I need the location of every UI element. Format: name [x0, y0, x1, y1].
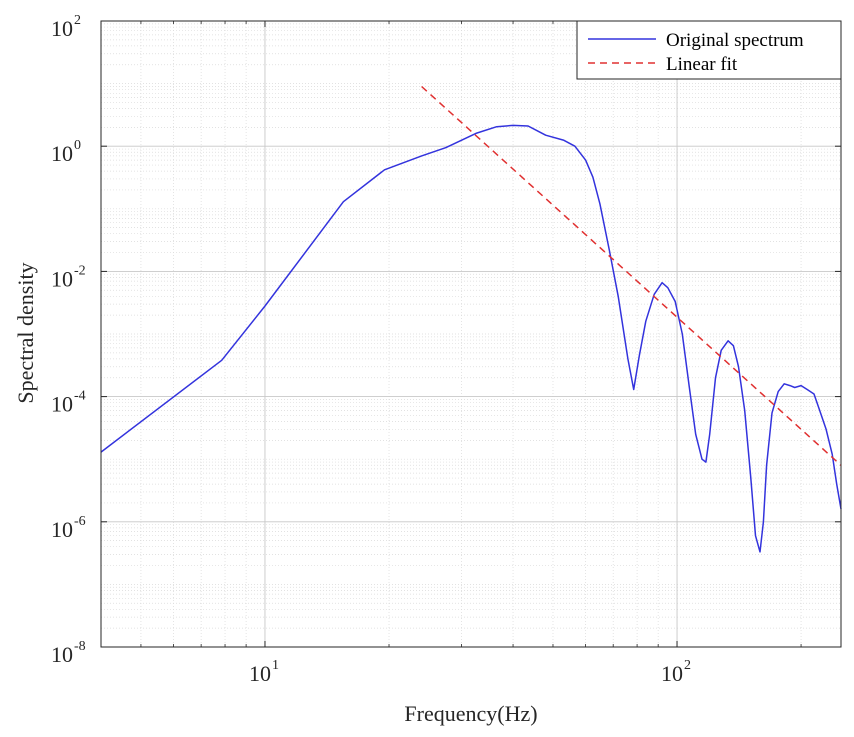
y-tick-exponent: -2: [74, 263, 86, 278]
series-original-spectrum-line: [100, 124, 842, 553]
plot-frame: [100, 20, 842, 648]
x-tick-base: 10: [249, 661, 271, 686]
series-layer: [100, 85, 842, 553]
y-tick-exponent: -4: [74, 389, 86, 404]
y-tick-label: 10 2: [51, 13, 81, 41]
x-axis-title: Frequency(Hz): [404, 701, 537, 726]
legend-label-linear-fit: Linear fit: [666, 54, 738, 75]
y-axis-title: Spectral density: [13, 262, 38, 403]
major-grid: [101, 21, 841, 647]
y-tick-base: 10: [51, 266, 73, 291]
y-tick-base: 10: [51, 392, 73, 417]
y-tick-exponent: -6: [74, 514, 86, 529]
y-tick-exponent: -8: [74, 639, 86, 654]
minor-grid: [101, 21, 841, 647]
legend-box: [576, 20, 842, 80]
y-tick-base: 10: [51, 16, 73, 41]
y-tick-base: 10: [51, 141, 73, 166]
legend: Original spectrum Linear fit: [576, 20, 842, 80]
x-tick-label: 10 1: [249, 658, 279, 686]
x-tick-exponent: 1: [272, 658, 279, 673]
x-tick-base: 10: [661, 661, 683, 686]
series-linear-fit-line: [421, 85, 842, 466]
x-tick-labels: 10 1 10 2: [249, 658, 691, 686]
y-tick-exponent: 0: [74, 138, 81, 153]
y-tick-base: 10: [51, 642, 73, 667]
y-tick-label: 10 -4: [51, 389, 86, 417]
legend-label-original-spectrum: Original spectrum: [666, 30, 804, 51]
y-tick-exponent: 2: [74, 13, 81, 28]
x-tick-label: 10 2: [661, 658, 691, 686]
y-tick-label: 10 -8: [51, 639, 86, 667]
x-tick-exponent: 2: [684, 658, 691, 673]
y-tick-label: 10 -6: [51, 514, 86, 542]
y-tick-label: 10 0: [51, 138, 81, 166]
y-tick-base: 10: [51, 517, 73, 542]
y-tick-label: 10 -2: [51, 263, 86, 291]
